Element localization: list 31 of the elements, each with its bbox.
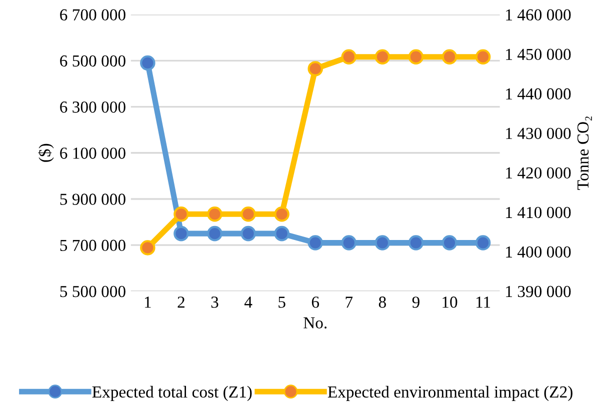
y-tick-label: 6 700 000 xyxy=(60,9,126,21)
x-tick-label: 6 xyxy=(312,296,320,308)
x-tick-label: 8 xyxy=(378,296,386,308)
y-tick-label: 6 300 000 xyxy=(60,101,126,113)
x-tick-label: 4 xyxy=(244,296,252,308)
legend-label: Expected environmental impact (Z2) xyxy=(328,386,572,401)
legend-label: Expected total cost (Z1) xyxy=(92,386,252,401)
y2-tick-label: 1 410 000 xyxy=(506,206,571,218)
x-axis-title: No. xyxy=(304,317,327,329)
y2-tick-label: 1 390 000 xyxy=(506,286,571,298)
y2-tick-label: 1 420 000 xyxy=(506,167,571,179)
y2-tick-label: 1 460 000 xyxy=(506,9,571,21)
y-tick-label: 5 500 000 xyxy=(60,286,126,298)
x-tick-label: 9 xyxy=(412,296,420,308)
x-tick-label: 1 xyxy=(144,296,151,308)
y-tick-label: 6 500 000 xyxy=(60,55,126,67)
y2-axis-title: Tonne CO₂ xyxy=(577,116,592,190)
y2-tick-label: 1 440 000 xyxy=(506,88,571,100)
x-tick-label: 7 xyxy=(346,296,353,308)
x-tick-label: 3 xyxy=(211,296,218,308)
x-tick-label: 11 xyxy=(476,296,490,308)
y-tick-label: 5 700 000 xyxy=(60,240,126,252)
y2-tick-label: 1 400 000 xyxy=(506,246,571,258)
x-tick-label: 2 xyxy=(178,296,184,308)
y-tick-label: 6 100 000 xyxy=(60,148,126,159)
y-tick-label: 5 900 000 xyxy=(60,194,126,205)
x-tick-label: 10 xyxy=(442,296,458,308)
y2-tick-label: 1 430 000 xyxy=(506,128,571,140)
y2-tick-label: 1 450 000 xyxy=(506,48,571,60)
y-axis-title: ($) xyxy=(38,144,54,162)
x-tick-label: 5 xyxy=(278,296,286,308)
